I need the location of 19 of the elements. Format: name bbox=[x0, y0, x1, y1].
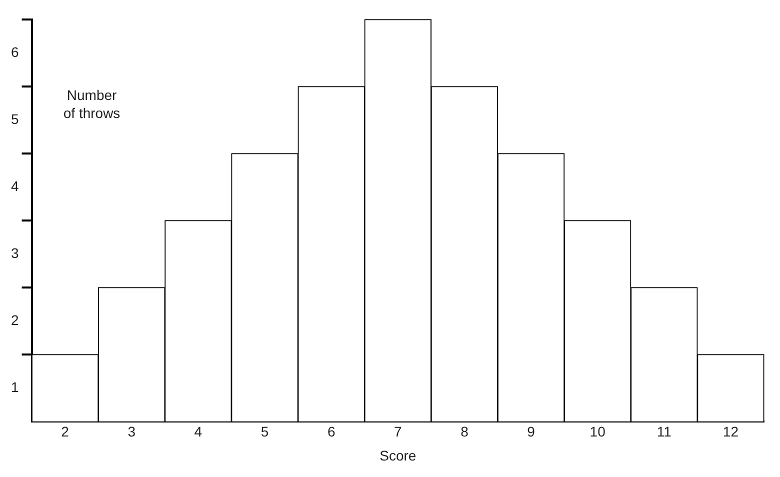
x-axis-title: Score bbox=[380, 447, 416, 464]
x-tick-label: 8 bbox=[460, 424, 469, 440]
x-tick-label: 5 bbox=[260, 424, 269, 440]
y-tick-label: 4 bbox=[10, 178, 19, 194]
y-tick-label: 2 bbox=[10, 312, 19, 328]
y-tick-label: 3 bbox=[10, 244, 19, 261]
y-tick-label: 6 bbox=[10, 44, 19, 60]
x-tick-label: 7 bbox=[394, 424, 402, 440]
x-tick-label: 4 bbox=[194, 424, 202, 440]
y-axis-title: Number of throws bbox=[63, 86, 120, 121]
y-tick-label: 1 bbox=[10, 378, 19, 395]
x-tick-label: 9 bbox=[527, 424, 536, 440]
x-tick-label: 10 bbox=[590, 424, 606, 440]
x-tick-label: 2 bbox=[61, 424, 70, 440]
x-tick-label: 6 bbox=[327, 424, 336, 440]
x-tick-label: 3 bbox=[128, 424, 136, 440]
x-tick-label: 12 bbox=[722, 424, 739, 440]
x-tick-label: 11 bbox=[656, 424, 672, 440]
y-tick-label: 5 bbox=[10, 110, 19, 127]
